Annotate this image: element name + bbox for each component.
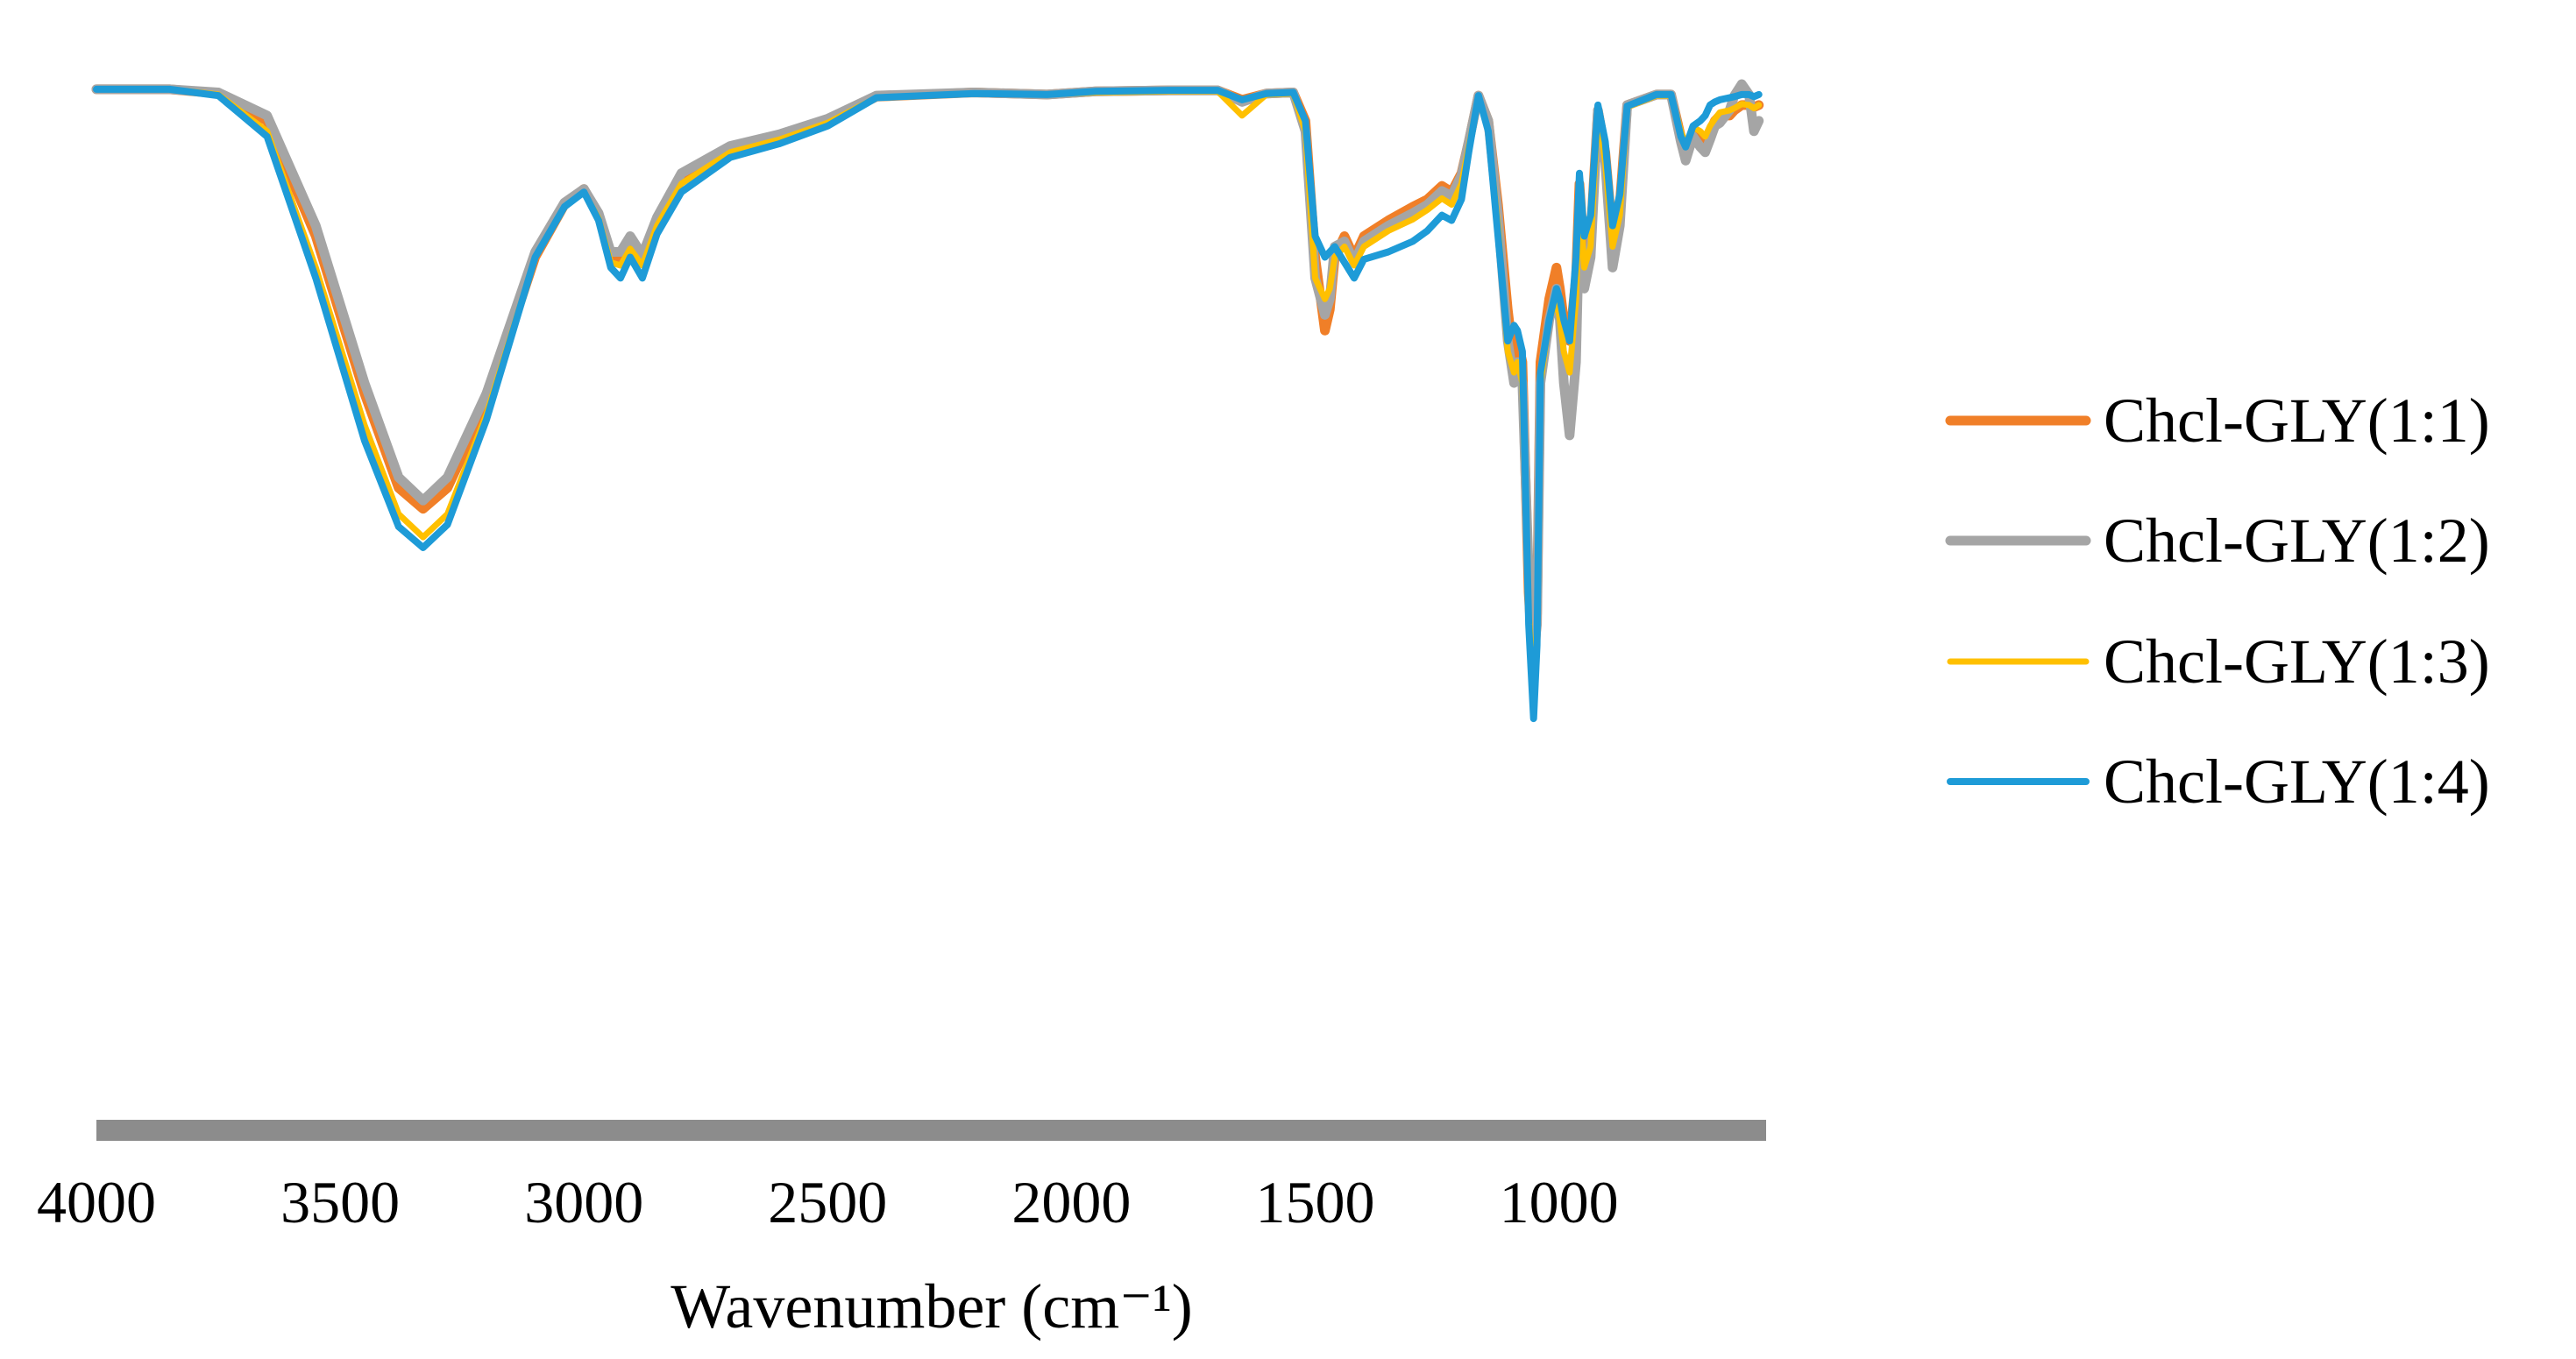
x-tick-label: 2000 xyxy=(1011,1169,1131,1235)
plot-area xyxy=(91,79,1764,723)
x-axis-tick-labels: 4000 3500 3000 2500 2000 1500 1000 xyxy=(37,1169,1619,1235)
x-tick-label: 3000 xyxy=(524,1169,643,1235)
legend: Chcl-GLY(1:1) Chcl-GLY(1:2) Chcl-GLY(1:3) C… xyxy=(1945,386,2490,817)
x-tick-label: 4000 xyxy=(37,1169,156,1235)
x-axis-title: Wavenumber (cm⁻¹) xyxy=(671,1271,1193,1341)
series-line-4 xyxy=(93,85,1763,723)
legend-label-2: Chcl-GLY(1:2) xyxy=(2104,506,2490,576)
x-tick-label: 1000 xyxy=(1500,1169,1619,1235)
x-axis-line xyxy=(96,1120,1766,1141)
x-tick-label: 1500 xyxy=(1256,1169,1375,1235)
x-tick-label: 3500 xyxy=(280,1169,400,1235)
x-tick-label: 2500 xyxy=(768,1169,887,1235)
legend-label-4: Chcl-GLY(1:4) xyxy=(2104,747,2490,817)
legend-label-3: Chcl-GLY(1:3) xyxy=(2104,626,2490,697)
legend-label-1: Chcl-GLY(1:1) xyxy=(2104,386,2490,456)
